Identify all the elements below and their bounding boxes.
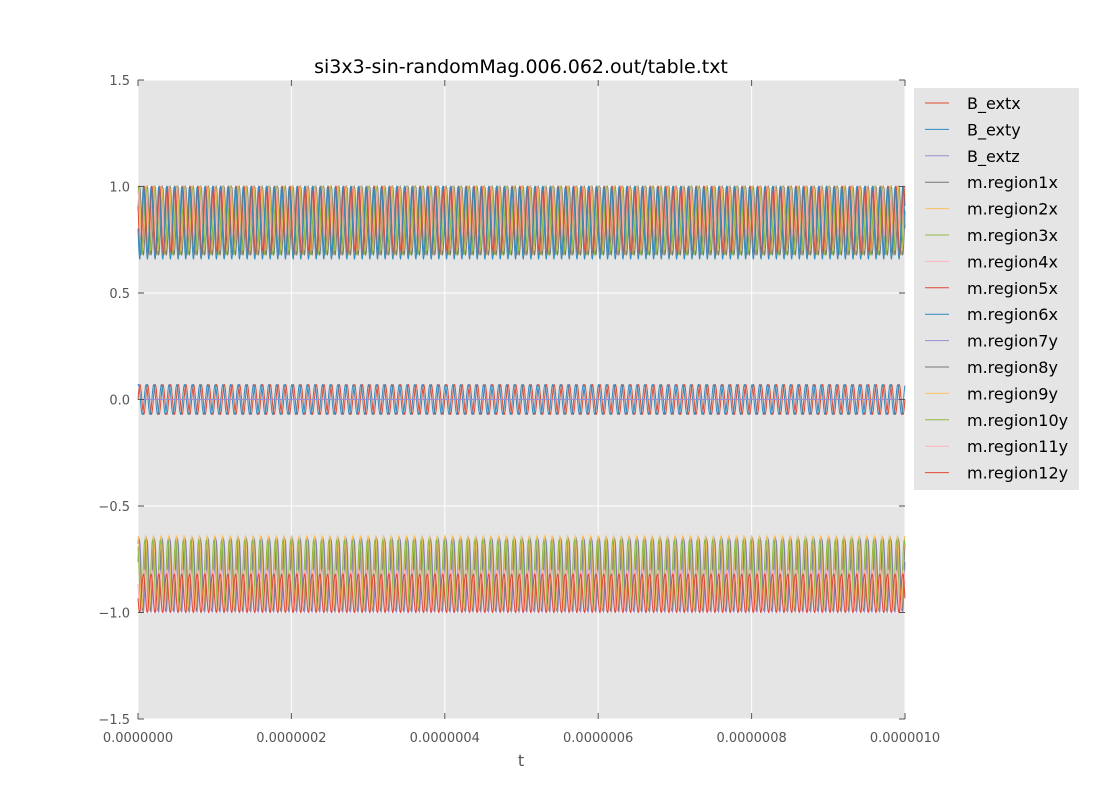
legend-label: m.region12y [967, 464, 1068, 483]
chart-title: si3x3-sin-randomMag.006.062.out/table.tx… [314, 56, 728, 78]
legend-label: B_extz [967, 147, 1020, 167]
series-line-b_exty [137, 383, 906, 416]
legend: B_extx B_exty B_extz m.region1x m.region2x m.… [914, 88, 1079, 490]
legend-label: m.region11y [967, 437, 1068, 456]
y-tick-label: −0.5 [98, 500, 130, 515]
x-tick-label: 0.0000008 [716, 731, 786, 746]
x-tick-label: 0.0000006 [563, 731, 633, 746]
legend-label: m.region6x [967, 305, 1058, 324]
y-tick-label: −1.5 [98, 713, 130, 728]
legend-label: m.region8y [967, 358, 1058, 377]
legend-label: m.region9y [967, 384, 1058, 403]
x-tick-label: 0.0000004 [410, 731, 480, 746]
legend-label: m.region1x [967, 173, 1058, 192]
legend-box [914, 88, 1079, 490]
y-tick-label: 1.0 [109, 181, 130, 196]
legend-label: B_exty [967, 120, 1021, 140]
series-line-m-region12y [137, 573, 906, 614]
y-tick-label: 0.5 [109, 287, 130, 302]
legend-label: m.region7y [967, 332, 1058, 351]
x-tick-label: 0.0000010 [870, 731, 940, 746]
x-tick-label: 0.0000000 [103, 731, 173, 746]
y-tick-label: 1.5 [109, 74, 130, 89]
x-tick-label: 0.0000002 [256, 731, 326, 746]
y-tick-label: 0.0 [109, 394, 130, 409]
y-tick-label: −1.0 [98, 607, 130, 622]
legend-label: m.region3x [967, 226, 1058, 245]
x-axis-label: t [518, 751, 524, 770]
series-line-m-region7y [137, 539, 906, 614]
series-line-m-region9y [137, 534, 906, 610]
series-line-m-region6x [137, 185, 906, 261]
legend-label: m.region2x [967, 200, 1058, 219]
legend-label: B_extx [967, 94, 1021, 114]
legend-label: m.region4x [967, 252, 1058, 271]
legend-label: m.region10y [967, 411, 1068, 430]
legend-label: m.region5x [967, 279, 1058, 298]
